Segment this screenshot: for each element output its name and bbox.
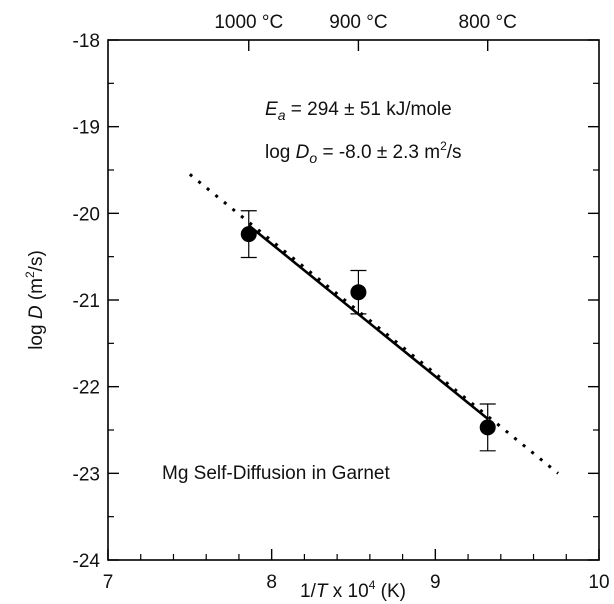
chart-caption: Mg Self-Diffusion in Garnet (162, 463, 390, 484)
y-axis-ticks: -24 -23 -22 -21 -20 -19 -18 (73, 31, 599, 572)
top-tick-label: 900 °C (329, 12, 387, 33)
top-tick-label: 800 °C (459, 12, 517, 33)
y-tick-label: -23 (73, 464, 100, 485)
x-tick-label: 8 (266, 572, 277, 593)
pre-exponential-annotation: log Do = -8.0 ± 2.3 m2/s (265, 139, 462, 166)
y-tick-label: -24 (73, 551, 101, 572)
x-tick-label: 10 (588, 572, 609, 593)
y-tick-label: -18 (73, 31, 100, 52)
activation-energy-annotation: Ea = 294 ± 51 kJ/mole (265, 99, 452, 123)
data-point (350, 284, 367, 301)
data-points (240, 210, 496, 452)
y-tick-label: -21 (73, 291, 100, 312)
top-axis-ticks: 1000 °C 900 °C 800 °C (214, 12, 517, 51)
x-axis-title: 1/T x 104 (K) (300, 578, 406, 602)
data-point (479, 419, 496, 436)
x-tick-label: 7 (103, 572, 114, 593)
x-axis-ticks: 7 8 9 10 (103, 549, 610, 593)
data-point (240, 226, 257, 243)
y-tick-label: -22 (73, 378, 100, 399)
x-tick-label: 9 (430, 572, 441, 593)
extrapolation-line (188, 173, 560, 475)
fit-line (247, 224, 489, 420)
y-tick-label: -20 (73, 204, 100, 225)
y-axis-title: log D (m2/s) (23, 250, 47, 350)
top-tick-label: 1000 °C (214, 12, 283, 33)
y-tick-label: -19 (73, 118, 100, 139)
